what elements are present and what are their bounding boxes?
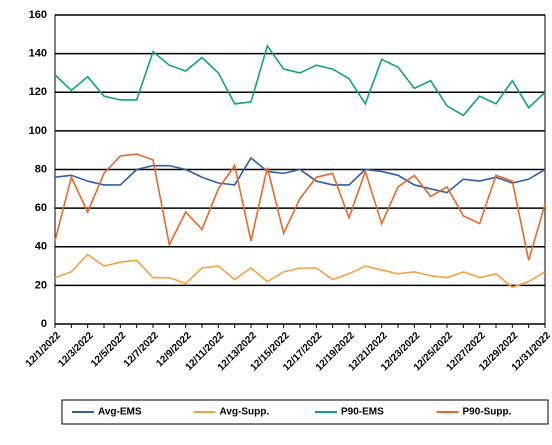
y-tick-label: 0 — [41, 318, 47, 330]
y-tick-label: 100 — [29, 125, 47, 137]
legend-label: P90-Supp. — [463, 407, 512, 418]
y-tick-label: 60 — [35, 202, 47, 214]
y-tick-label: 140 — [29, 48, 47, 60]
series-line — [54, 253, 546, 289]
y-tick-label: 20 — [35, 279, 47, 291]
y-tick-label: 160 — [29, 9, 47, 21]
y-tick-label: 40 — [35, 241, 47, 253]
legend-box — [61, 399, 549, 425]
legend-label: P90-EMS — [341, 407, 384, 418]
legend-label: Avg-Supp. — [220, 407, 270, 418]
y-tick-label: 120 — [29, 86, 47, 98]
series-line — [54, 44, 546, 117]
legend-label: Avg-EMS — [98, 407, 142, 418]
y-tick-label: 80 — [35, 163, 47, 175]
series-line — [54, 153, 546, 261]
series-line — [54, 156, 546, 194]
